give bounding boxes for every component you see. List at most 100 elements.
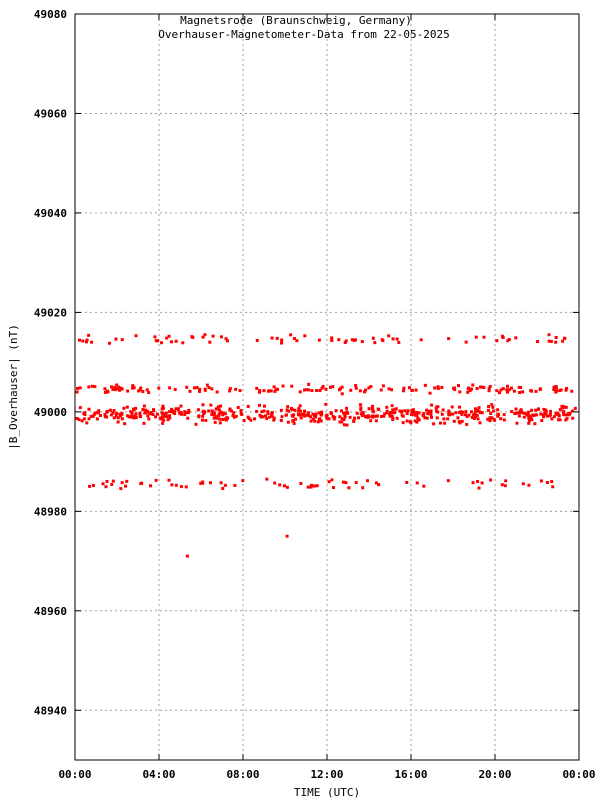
data-point: [183, 412, 187, 416]
data-point: [105, 415, 109, 419]
data-point: [234, 387, 238, 391]
data-point: [290, 384, 294, 388]
data-point: [134, 412, 138, 416]
data-point: [85, 421, 89, 425]
data-point: [460, 419, 464, 423]
data-point: [327, 417, 331, 421]
data-point: [469, 410, 473, 414]
data-point: [197, 415, 201, 419]
data-point: [103, 413, 107, 417]
data-point: [381, 384, 385, 388]
data-point: [221, 486, 225, 490]
data-point: [549, 339, 553, 343]
data-point: [302, 412, 306, 416]
data-point: [266, 410, 270, 414]
data-point: [203, 388, 207, 392]
data-point: [262, 404, 266, 408]
data-point: [541, 413, 545, 417]
data-point: [310, 389, 314, 393]
data-point: [333, 415, 337, 419]
data-point: [161, 421, 165, 425]
data-point: [436, 385, 440, 389]
data-point: [179, 412, 183, 416]
data-point: [395, 337, 399, 341]
data-point: [428, 391, 432, 395]
data-point: [317, 418, 321, 422]
data-point: [260, 410, 264, 414]
data-point: [120, 417, 124, 421]
data-point: [230, 409, 234, 413]
data-point: [401, 421, 405, 425]
data-point: [487, 387, 491, 391]
data-point: [377, 483, 381, 487]
data-point: [327, 480, 331, 484]
data-point: [119, 414, 123, 418]
data-point: [265, 477, 269, 481]
data-point: [161, 404, 165, 408]
data-point: [565, 386, 569, 390]
data-point: [258, 390, 262, 394]
data-point: [161, 411, 165, 415]
data-point: [410, 388, 414, 392]
data-point: [349, 388, 353, 392]
data-point: [456, 416, 460, 420]
data-point: [196, 408, 200, 412]
data-point: [198, 387, 202, 391]
data-point: [319, 412, 323, 416]
y-tick-label: 48940: [34, 704, 67, 717]
data-point: [78, 386, 82, 390]
data-point: [138, 411, 142, 415]
data-point: [84, 340, 88, 344]
data-point: [115, 387, 119, 391]
data-point: [258, 389, 262, 393]
data-point: [391, 408, 395, 412]
data-point: [178, 411, 182, 415]
data-point: [457, 405, 461, 409]
data-point: [303, 414, 307, 418]
data-point: [423, 416, 427, 420]
data-point: [542, 415, 546, 419]
data-point: [534, 389, 538, 393]
data-point: [291, 414, 295, 418]
data-point: [169, 340, 173, 344]
data-point: [489, 478, 493, 482]
data-point: [502, 413, 506, 417]
data-point: [194, 422, 198, 426]
data-point: [427, 409, 431, 413]
data-point: [422, 412, 426, 416]
data-point: [471, 481, 475, 485]
data-point: [282, 484, 286, 488]
data-point: [357, 416, 361, 420]
data-point: [417, 418, 421, 422]
data-point: [399, 410, 403, 414]
data-point: [354, 481, 358, 485]
data-point: [552, 415, 556, 419]
data-point: [563, 336, 567, 340]
data-point: [87, 333, 91, 337]
data-point: [550, 417, 554, 421]
data-point: [300, 413, 304, 417]
data-point: [330, 478, 334, 482]
data-point: [96, 411, 100, 415]
data-point: [475, 413, 479, 417]
data-point: [331, 385, 335, 389]
data-point: [340, 392, 344, 396]
data-point: [147, 417, 151, 421]
data-point: [234, 414, 238, 418]
data-point: [471, 383, 475, 387]
data-point: [312, 413, 316, 417]
data-point: [101, 482, 105, 486]
data-point: [140, 481, 144, 485]
data-point: [115, 383, 119, 387]
data-point: [185, 385, 189, 389]
data-point: [223, 412, 227, 416]
data-point: [87, 385, 91, 389]
data-point: [255, 338, 259, 342]
data-point: [547, 333, 551, 337]
data-point: [181, 341, 185, 345]
data-point: [491, 409, 495, 413]
data-point: [340, 420, 344, 424]
data-point: [286, 420, 290, 424]
data-point: [390, 388, 394, 392]
data-point: [488, 419, 492, 423]
